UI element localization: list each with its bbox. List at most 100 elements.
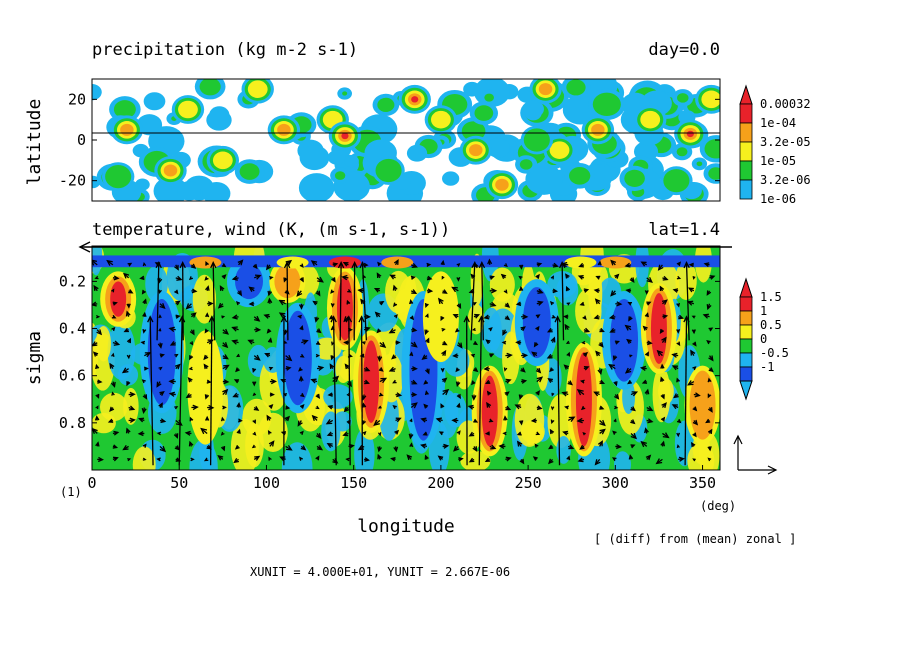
precip-legend-label: 3.2e-05 xyxy=(760,135,811,149)
precip-blob xyxy=(341,133,348,139)
precip-blob xyxy=(524,128,550,151)
temp-xtick-label: 0 xyxy=(87,474,96,492)
precip-cell xyxy=(203,182,231,205)
reference-vector xyxy=(734,436,776,474)
precip-legend-swatch xyxy=(740,123,752,142)
precip-cell xyxy=(484,94,494,102)
precip-legend-swatch xyxy=(740,142,752,161)
cold-anomaly-core xyxy=(523,287,551,358)
precip-cell xyxy=(593,93,621,116)
precip-cell xyxy=(240,163,260,180)
temp-legend-swatch xyxy=(740,311,752,325)
temp-xtick-label: 100 xyxy=(253,474,280,492)
temp-plot-area xyxy=(81,231,721,497)
warm-anomaly xyxy=(576,352,592,446)
precip-blob xyxy=(687,131,694,137)
xaxis-unit: (deg) xyxy=(700,499,736,513)
precip-cell xyxy=(178,181,201,201)
precip-blob xyxy=(213,152,233,170)
precip-cell xyxy=(474,105,493,121)
updraft-vector xyxy=(362,317,363,466)
precip-blob xyxy=(178,101,198,119)
temp-cell xyxy=(385,271,412,314)
precip-cell xyxy=(328,150,345,165)
precip-legend-label: 0.00032 xyxy=(760,97,811,111)
precip-cell xyxy=(523,101,544,118)
precip-blob xyxy=(120,124,134,136)
precip-legend-swatch xyxy=(740,180,752,199)
footnote: [ (diff) from (mean) zonal ] xyxy=(594,532,796,546)
updraft-vector xyxy=(287,263,288,341)
precip-cell xyxy=(206,110,231,131)
precip-ytick-label: 20 xyxy=(68,90,86,108)
precip-cell xyxy=(697,161,703,166)
precip-legend-label: 3.2e-06 xyxy=(760,173,811,187)
precip-cell xyxy=(569,167,590,185)
temp-legend-triangle-top xyxy=(740,279,752,297)
precip-cell xyxy=(335,171,345,180)
precip-blob xyxy=(376,159,402,182)
precip-blob xyxy=(248,80,268,98)
temp-cell xyxy=(323,384,352,409)
temp-cell xyxy=(189,439,217,497)
precip-blob xyxy=(591,124,605,136)
precip-legend-swatch xyxy=(740,161,752,180)
precip-title: precipitation (kg m-2 s-1) xyxy=(92,40,358,60)
temp-ytick-label: 0.2 xyxy=(59,272,86,290)
temp-cell xyxy=(481,308,502,353)
temp-legend-label: 0.5 xyxy=(760,318,782,332)
precip-cell xyxy=(200,78,221,96)
temp-cell xyxy=(515,394,545,447)
precip-cell xyxy=(677,147,688,156)
temp-xtick-label: 300 xyxy=(602,474,629,492)
frame-label: (1) xyxy=(60,485,82,499)
precip-cell xyxy=(144,92,166,110)
temp-legend-swatch xyxy=(740,325,752,339)
temp-title: temperature, wind (K, (m s-1, s-1)) xyxy=(92,220,450,240)
precip-cell xyxy=(377,98,394,112)
temp-legend-label: 0 xyxy=(760,332,767,346)
temp-cell xyxy=(556,436,571,464)
temp-cell xyxy=(490,267,515,301)
precip-legend-triangle-top xyxy=(740,86,752,104)
precip-blob xyxy=(164,165,178,177)
precip-ytick-label: 0 xyxy=(77,131,86,149)
temp-ytick-label: 0.6 xyxy=(59,367,86,385)
upper-warm-spot xyxy=(277,257,309,269)
precip-blob xyxy=(663,169,689,192)
precip-blob xyxy=(277,124,291,136)
precip-blob xyxy=(431,111,451,129)
temp-xtick-label: 250 xyxy=(515,474,542,492)
precip-cell xyxy=(705,139,728,158)
precip-blob xyxy=(411,96,418,102)
temp-cell xyxy=(193,275,216,324)
temp-legend-label: -0.5 xyxy=(760,346,789,360)
temp-ytick-label: 0.4 xyxy=(59,320,86,338)
precip-cell xyxy=(442,171,459,185)
temp-xtick-label: 350 xyxy=(689,474,716,492)
precip-cell xyxy=(708,167,723,180)
precip-legend-swatch xyxy=(740,104,752,123)
updraft-vector xyxy=(183,263,184,341)
warm-anomaly xyxy=(482,376,498,447)
precip-blob xyxy=(469,144,483,156)
precip-title-right: day=0.0 xyxy=(648,40,720,60)
temp-legend-swatch xyxy=(740,367,752,381)
temp-legend-label: 1.5 xyxy=(760,290,782,304)
temp-xlabel: longitude xyxy=(357,516,455,537)
precip-legend-label: 1e-05 xyxy=(760,154,796,168)
precip-legend-label: 1e-04 xyxy=(760,116,796,130)
temp-legend: 1.510.50-0.5-1 xyxy=(740,279,789,399)
temp-legend-triangle-bottom xyxy=(740,381,752,399)
warm-anomaly xyxy=(187,330,223,444)
precip-blob xyxy=(539,83,553,95)
precip-cell xyxy=(677,93,688,103)
precip-plot-area xyxy=(82,71,732,209)
precip-cell xyxy=(300,145,330,170)
temp-legend-swatch xyxy=(740,339,752,353)
precip-cell xyxy=(624,170,645,187)
temp-legend-label: 1 xyxy=(760,304,767,318)
precip-blob xyxy=(640,111,660,129)
